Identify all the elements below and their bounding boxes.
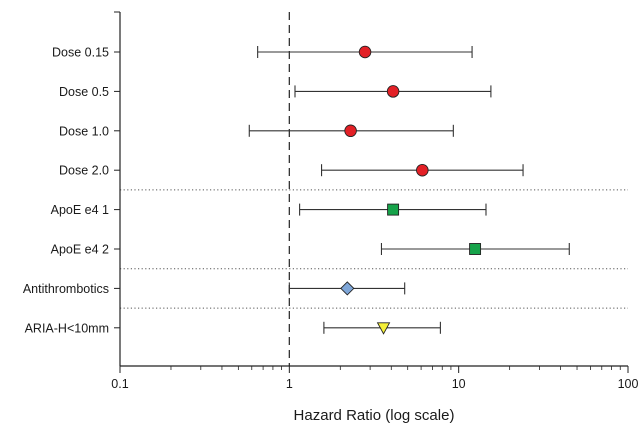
point-circle — [386, 85, 400, 98]
point-square — [469, 243, 482, 255]
point-circle — [344, 124, 357, 138]
x-tick-label: 10 — [452, 377, 466, 391]
forest-row: ApoE e4 1 — [51, 203, 487, 217]
x-tick-label: 1 — [286, 377, 293, 391]
forest-row: Antithrombotics — [23, 281, 406, 296]
forest-row: Dose 2.0 — [59, 163, 524, 178]
forest-row: Dose 0.15 — [52, 45, 473, 60]
row-label: Dose 0.5 — [59, 85, 109, 99]
forest-rows: Dose 0.15 Dose 0.5 Dose 1.0 Dose 2.0 ApoE e4… — [23, 45, 570, 335]
axes: 0.1 1 10 100 — [111, 11, 639, 391]
row-label: ARIA-H<10mm — [25, 321, 109, 335]
forest-row: Dose 0.5 — [59, 85, 492, 99]
row-label: Antithrombotics — [23, 282, 109, 296]
row-label: Dose 1.0 — [59, 124, 109, 138]
forest-row: Dose 1.0 — [59, 124, 454, 138]
point-square — [387, 203, 400, 216]
row-label: ApoE e4 1 — [51, 203, 109, 217]
point-circle — [416, 163, 429, 177]
point-circle — [358, 45, 372, 59]
forest-row: ARIA-H<10mm — [25, 321, 441, 335]
row-label: ApoE e4 2 — [51, 243, 109, 257]
point-triangle — [376, 322, 391, 335]
point-diamond — [340, 281, 355, 296]
x-axis-title: Hazard Ratio (log scale) — [294, 407, 455, 424]
row-label: Dose 2.0 — [59, 164, 109, 178]
row-label: Dose 0.15 — [52, 46, 109, 60]
x-tick-label: 0.1 — [111, 377, 128, 391]
x-tick-label: 100 — [618, 377, 639, 391]
forest-row: ApoE e4 2 — [51, 243, 570, 257]
